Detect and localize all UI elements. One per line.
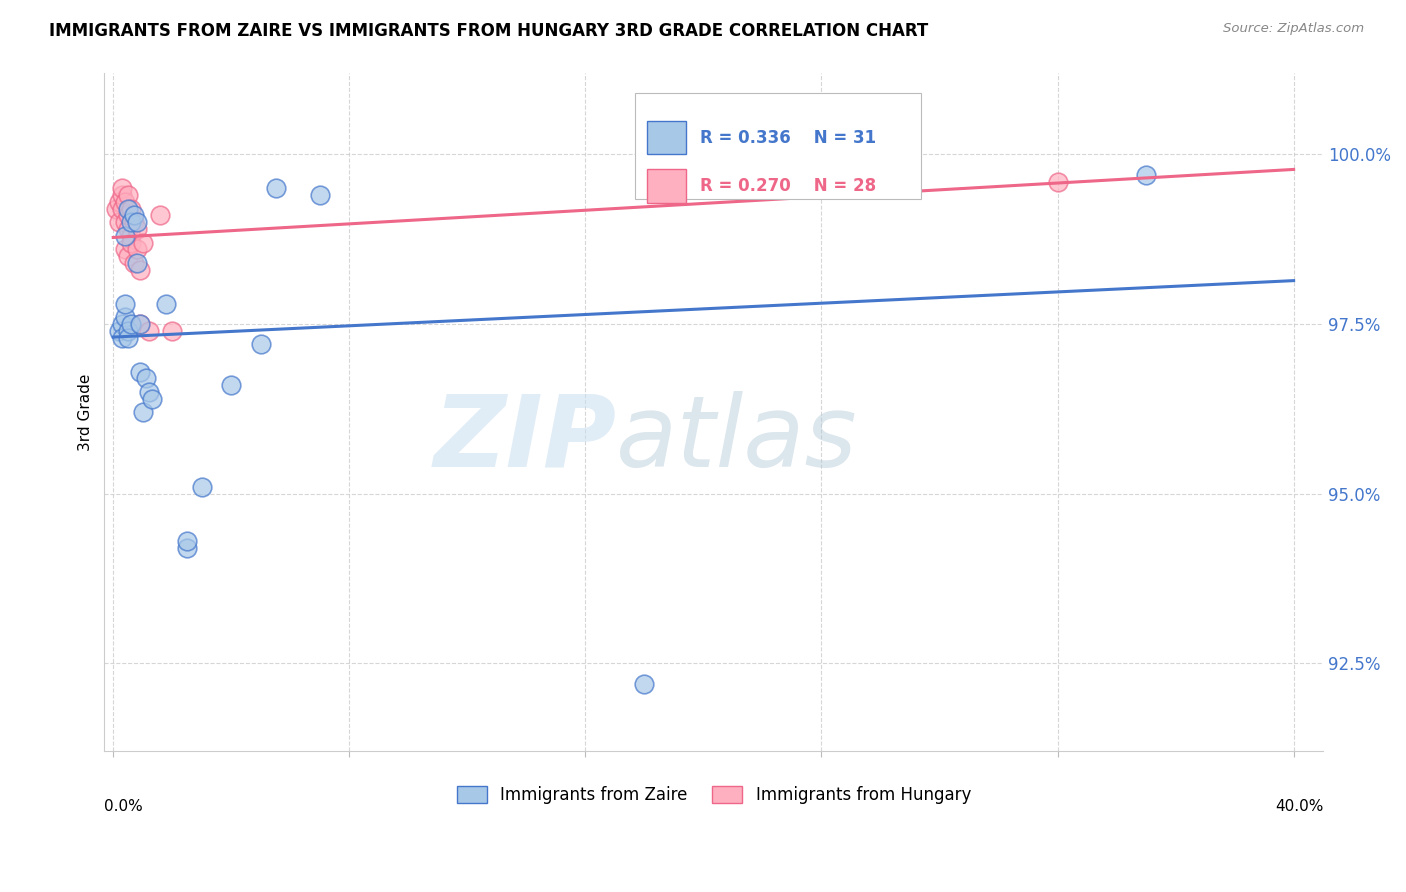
- Point: [751, 181, 773, 195]
- Point: [111, 188, 134, 202]
- Text: R = 0.336    N = 31: R = 0.336 N = 31: [700, 128, 876, 146]
- FancyBboxPatch shape: [634, 94, 921, 199]
- Text: Source: ZipAtlas.com: Source: ZipAtlas.com: [1223, 22, 1364, 36]
- Point: [191, 480, 214, 494]
- Point: [125, 222, 148, 236]
- Point: [149, 209, 172, 223]
- Point: [117, 324, 139, 338]
- Point: [219, 378, 242, 392]
- Point: [114, 194, 136, 209]
- Text: 0.0%: 0.0%: [104, 799, 143, 814]
- Point: [128, 317, 150, 331]
- Point: [122, 215, 145, 229]
- Point: [114, 310, 136, 325]
- Point: [128, 262, 150, 277]
- Bar: [647, 120, 686, 154]
- Text: R = 0.270    N = 28: R = 0.270 N = 28: [700, 177, 876, 194]
- Point: [114, 243, 136, 257]
- Point: [155, 296, 177, 310]
- Point: [111, 330, 134, 344]
- Point: [138, 324, 160, 338]
- Point: [120, 317, 142, 331]
- Point: [105, 202, 128, 216]
- Point: [114, 296, 136, 310]
- Point: [120, 215, 142, 229]
- Point: [117, 188, 139, 202]
- Point: [132, 405, 155, 419]
- Text: IMMIGRANTS FROM ZAIRE VS IMMIGRANTS FROM HUNGARY 3RD GRADE CORRELATION CHART: IMMIGRANTS FROM ZAIRE VS IMMIGRANTS FROM…: [49, 22, 928, 40]
- Point: [114, 215, 136, 229]
- Point: [308, 188, 330, 202]
- Point: [120, 228, 142, 243]
- Point: [249, 337, 271, 351]
- Point: [132, 235, 155, 250]
- Point: [264, 181, 287, 195]
- Point: [633, 676, 655, 690]
- Point: [128, 365, 150, 379]
- Point: [122, 209, 145, 223]
- Point: [108, 324, 131, 338]
- Text: atlas: atlas: [616, 391, 858, 488]
- Text: ZIP: ZIP: [433, 391, 616, 488]
- Y-axis label: 3rd Grade: 3rd Grade: [79, 374, 93, 451]
- Point: [117, 330, 139, 344]
- Bar: [647, 169, 686, 202]
- Point: [117, 222, 139, 236]
- Point: [117, 249, 139, 263]
- Point: [141, 392, 163, 406]
- Point: [111, 317, 134, 331]
- Point: [111, 202, 134, 216]
- Point: [125, 256, 148, 270]
- Point: [138, 384, 160, 399]
- Point: [125, 215, 148, 229]
- Point: [108, 215, 131, 229]
- Point: [108, 194, 131, 209]
- Point: [125, 243, 148, 257]
- Point: [117, 209, 139, 223]
- Point: [120, 202, 142, 216]
- Point: [135, 371, 157, 385]
- Point: [111, 181, 134, 195]
- Point: [117, 202, 139, 216]
- Point: [721, 175, 744, 189]
- Point: [120, 235, 142, 250]
- Point: [122, 256, 145, 270]
- Point: [128, 317, 150, 331]
- Point: [114, 228, 136, 243]
- Point: [162, 324, 184, 338]
- Point: [176, 541, 198, 555]
- Text: 40.0%: 40.0%: [1275, 799, 1323, 814]
- Legend: Immigrants from Zaire, Immigrants from Hungary: Immigrants from Zaire, Immigrants from H…: [450, 780, 977, 811]
- Point: [1046, 175, 1069, 189]
- Point: [176, 534, 198, 549]
- Point: [1135, 168, 1157, 182]
